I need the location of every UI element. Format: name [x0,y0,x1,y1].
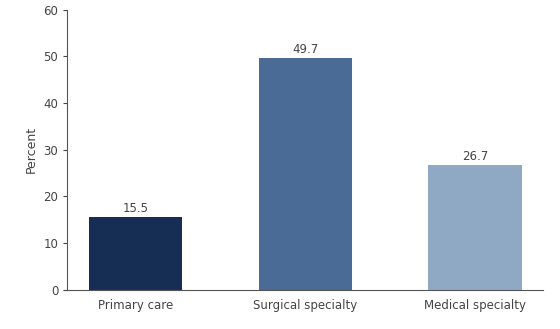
Text: 26.7: 26.7 [462,150,488,163]
Bar [428,165,521,290]
Text: 49.7: 49.7 [292,42,318,56]
Y-axis label: Percent: Percent [25,126,38,173]
Bar [89,217,182,290]
Bar [259,58,352,290]
Text: 15.5: 15.5 [123,202,148,215]
